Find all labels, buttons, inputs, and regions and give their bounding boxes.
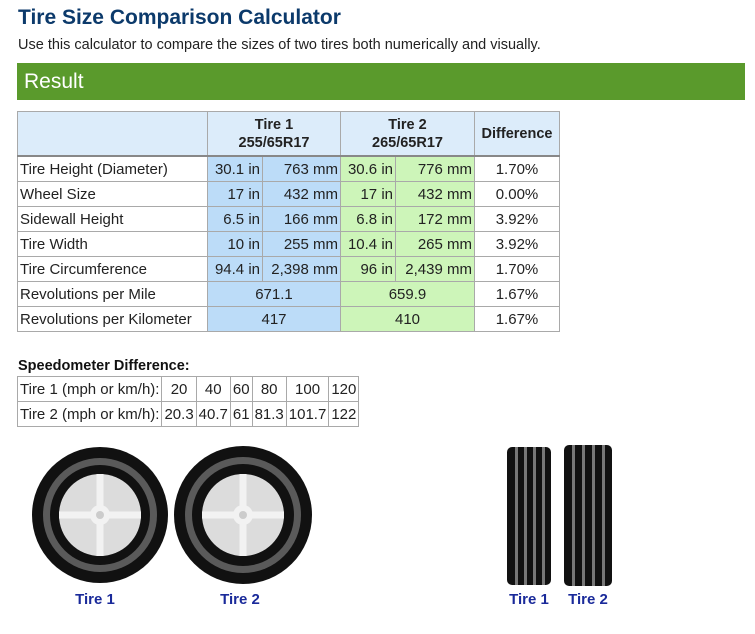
cell: 10.4 in [340, 231, 396, 257]
cell: 30.6 in [340, 155, 396, 182]
result-row: Tire Height (Diameter) 30.1 in 763 mm 30.6 … [17, 155, 560, 182]
result-table: Tire 1 255/65R17 Tire 2 265/65R17 Differen… [17, 111, 560, 332]
tire1-header: Tire 1 255/65R17 [207, 111, 341, 157]
cell: 17 in [340, 181, 396, 207]
row-label: Revolutions per Kilometer [17, 306, 208, 332]
cell: 96 in [340, 256, 396, 282]
tire2-header: Tire 2 265/65R17 [340, 111, 475, 157]
result-row: Tire Width 10 in 255 mm 10.4 in 265 mm 3.92% [17, 231, 560, 257]
difference-header: Difference [474, 111, 560, 157]
speed-cell: 20.3 [161, 401, 197, 427]
cell: 410 [340, 306, 475, 332]
cell: 0.00% [474, 181, 560, 207]
title: Tire Size Comparison Calculator [18, 6, 341, 29]
speed-cell: 61 [229, 401, 253, 427]
tire-label: Tire 1 [509, 591, 549, 608]
speed-cell: 60 [229, 376, 253, 402]
speed-cell: 20 [161, 376, 197, 402]
tire-name: Tire 1 [254, 116, 294, 133]
row-label: Tire Height (Diameter) [17, 155, 208, 182]
speed-cell: 101.7 [285, 401, 330, 427]
row-label: Tire 2 (mph or km/h): [16, 401, 163, 427]
cell: 30.1 in [207, 155, 263, 182]
speed-row: Tire 2 (mph or km/h): 20.3 40.7 61 81.3 101.7… [16, 401, 360, 427]
cell: 10 in [207, 231, 263, 257]
cell: 265 mm [395, 231, 475, 257]
speedometer-title: Speedometer Difference: [18, 358, 190, 374]
header-blank [17, 111, 208, 157]
tire2-front [174, 446, 312, 584]
tire2-side [564, 445, 612, 586]
tire-visuals: Tire 1 Tire 2 Tire 1 Tire 2 [32, 445, 612, 608]
cell: 6.8 in [340, 206, 396, 232]
tire-name: Tire 2 [388, 116, 427, 133]
cell: 1.70% [474, 155, 560, 182]
speedometer-table: Tire 1 (mph or km/h): 20 40 60 80 100 120 Tire … [16, 376, 360, 427]
result-row: Sidewall Height 6.5 in 166 mm 6.8 in 172 mm 3… [17, 206, 560, 232]
result-row: Revolutions per Kilometer 417 410 1.67% [17, 306, 560, 332]
cell: 1.67% [474, 306, 560, 332]
speed-cell: 120 [328, 376, 360, 402]
cell: 432 mm [262, 181, 341, 207]
tire-label: Tire 2 [568, 591, 608, 608]
tire1-side [507, 447, 551, 585]
result-row: Wheel Size 17 in 432 mm 17 in 432 mm 0.00% [17, 181, 560, 207]
row-label: Tire 1 (mph or km/h): [16, 376, 163, 402]
cell: 17 in [207, 181, 263, 207]
cell: 2,398 mm [262, 256, 341, 282]
row-label: Wheel Size [17, 181, 208, 207]
speed-cell: 122 [328, 401, 360, 427]
speed-row: Tire 1 (mph or km/h): 20 40 60 80 100 120 [16, 376, 360, 402]
tire-label: Tire 1 [75, 591, 115, 608]
speed-cell: 81.3 [251, 401, 287, 427]
row-label: Tire Width [17, 231, 208, 257]
speed-cell: 80 [251, 376, 287, 402]
cell: 776 mm [395, 155, 475, 182]
result-row: Tire Circumference 94.4 in 2,398 mm 96 in 2,… [17, 256, 560, 282]
cell: 1.70% [474, 256, 560, 282]
cell: 659.9 [340, 281, 475, 307]
row-label: Sidewall Height [17, 206, 208, 232]
result-row: Revolutions per Mile 671.1 659.9 1.67% [17, 281, 560, 307]
cell: 417 [207, 306, 341, 332]
cell: 763 mm [262, 155, 341, 182]
speed-cell: 40 [195, 376, 231, 402]
speed-cell: 100 [285, 376, 330, 402]
cell: 432 mm [395, 181, 475, 207]
tire-size: 255/65R17 [238, 134, 310, 151]
cell: 2,439 mm [395, 256, 475, 282]
cell: 3.92% [474, 231, 560, 257]
cell: 94.4 in [207, 256, 263, 282]
cell: 3.92% [474, 206, 560, 232]
subtitle: Use this calculator to compare the sizes… [18, 37, 541, 53]
cell: 1.67% [474, 281, 560, 307]
cell: 172 mm [395, 206, 475, 232]
tire1-front [32, 447, 168, 583]
tire-size: 265/65R17 [372, 134, 443, 151]
cell: 671.1 [207, 281, 341, 307]
row-label: Tire Circumference [17, 256, 208, 282]
row-label: Revolutions per Mile [17, 281, 208, 307]
cell: 255 mm [262, 231, 341, 257]
tire-label: Tire 2 [220, 591, 260, 608]
speed-cell: 40.7 [195, 401, 231, 427]
cell: 166 mm [262, 206, 341, 232]
cell: 6.5 in [207, 206, 263, 232]
result-heading: Result [17, 63, 745, 100]
